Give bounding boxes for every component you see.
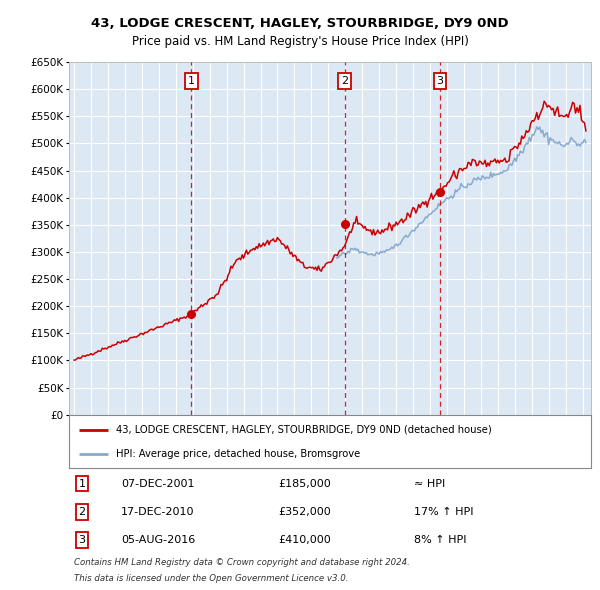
Text: ≈ HPI: ≈ HPI xyxy=(413,478,445,489)
Text: £352,000: £352,000 xyxy=(278,507,331,517)
Text: 07-DEC-2001: 07-DEC-2001 xyxy=(121,478,194,489)
Text: 05-AUG-2016: 05-AUG-2016 xyxy=(121,535,196,545)
Text: 43, LODGE CRESCENT, HAGLEY, STOURBRIDGE, DY9 0ND: 43, LODGE CRESCENT, HAGLEY, STOURBRIDGE,… xyxy=(91,17,509,30)
Text: 2: 2 xyxy=(79,507,86,517)
Text: 43, LODGE CRESCENT, HAGLEY, STOURBRIDGE, DY9 0ND (detached house): 43, LODGE CRESCENT, HAGLEY, STOURBRIDGE,… xyxy=(116,425,492,435)
Text: Price paid vs. HM Land Registry's House Price Index (HPI): Price paid vs. HM Land Registry's House … xyxy=(131,35,469,48)
Text: HPI: Average price, detached house, Bromsgrove: HPI: Average price, detached house, Brom… xyxy=(116,450,360,460)
Text: 17-DEC-2010: 17-DEC-2010 xyxy=(121,507,194,517)
Text: £410,000: £410,000 xyxy=(278,535,331,545)
Text: 1: 1 xyxy=(188,76,195,86)
Text: Contains HM Land Registry data © Crown copyright and database right 2024.: Contains HM Land Registry data © Crown c… xyxy=(74,558,410,568)
Text: 2: 2 xyxy=(341,76,348,86)
Text: 3: 3 xyxy=(436,76,443,86)
Text: 17% ↑ HPI: 17% ↑ HPI xyxy=(413,507,473,517)
Text: 8% ↑ HPI: 8% ↑ HPI xyxy=(413,535,466,545)
Text: £185,000: £185,000 xyxy=(278,478,331,489)
Text: 3: 3 xyxy=(79,535,86,545)
Text: This data is licensed under the Open Government Licence v3.0.: This data is licensed under the Open Gov… xyxy=(74,574,349,583)
Text: 1: 1 xyxy=(79,478,86,489)
